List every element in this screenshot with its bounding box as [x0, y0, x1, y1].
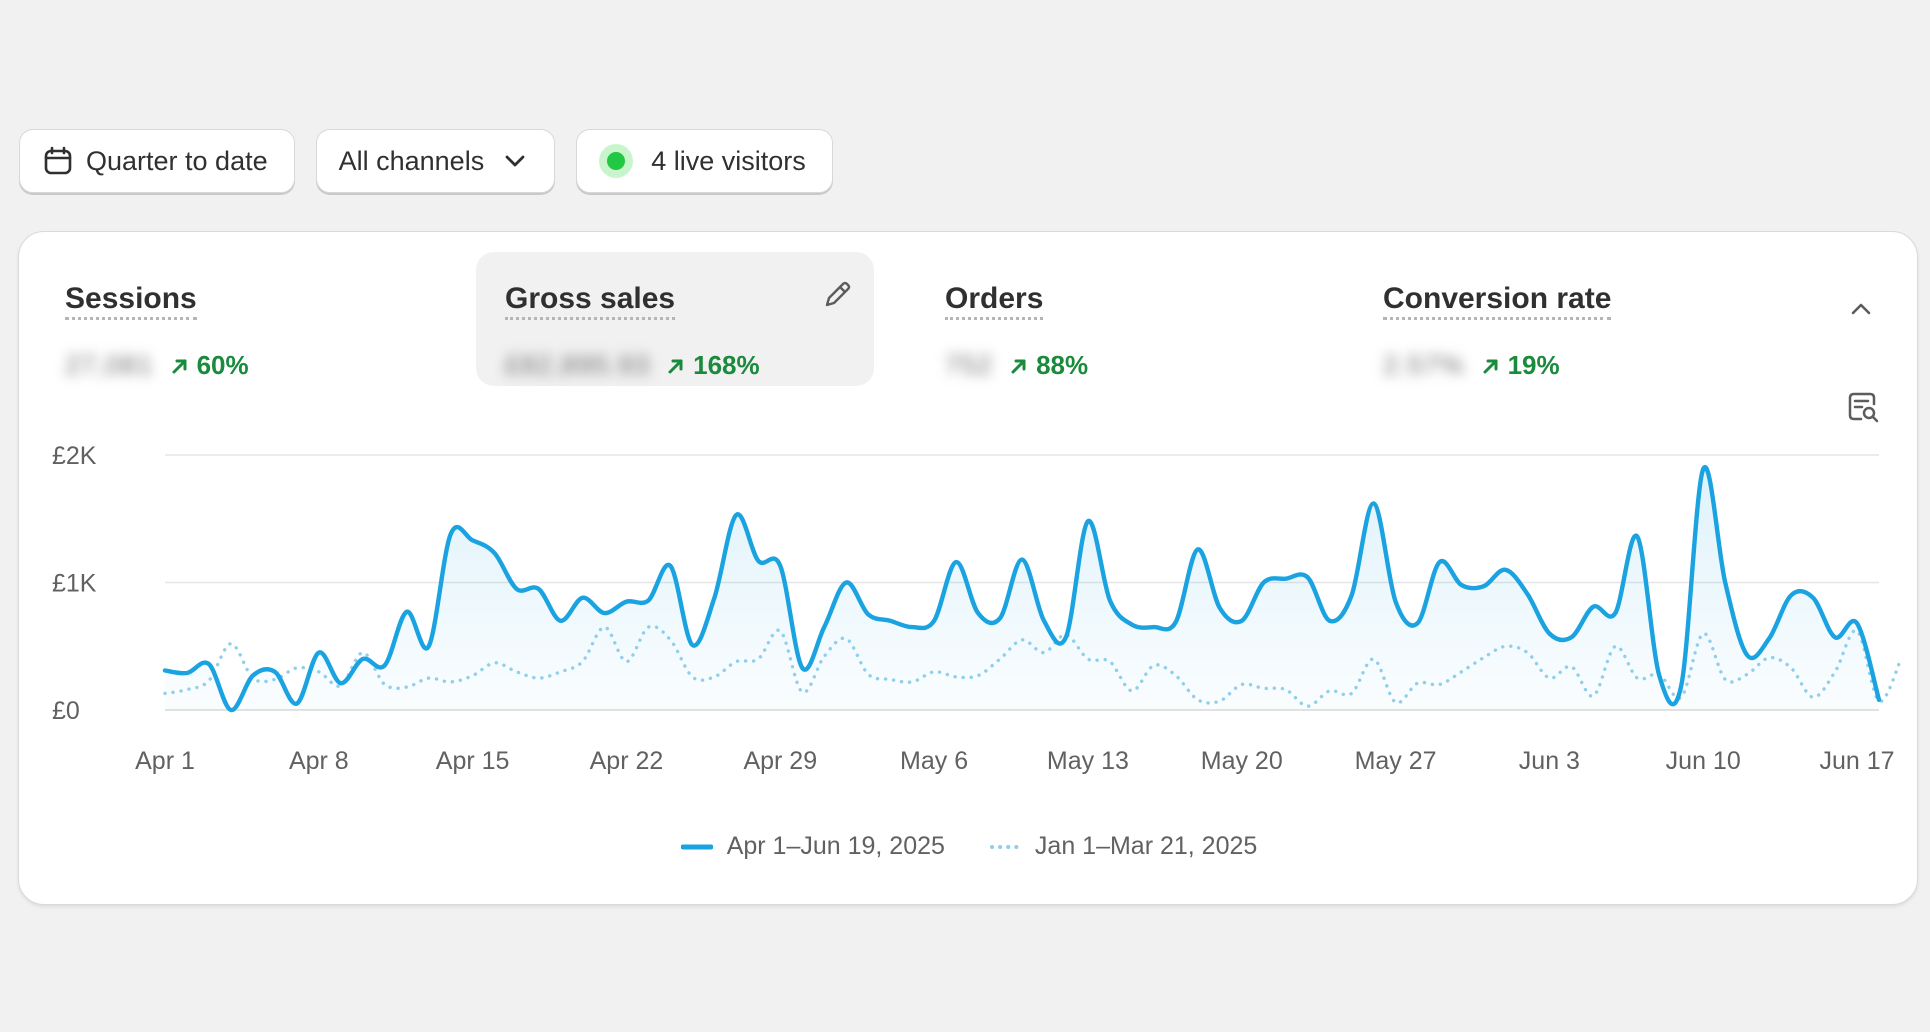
metric-change: 88%: [1009, 350, 1088, 381]
x-tick-label: Jun 10: [1666, 747, 1741, 775]
chevron-up-icon[interactable]: [1844, 292, 1878, 326]
legend-label: Jan 1–Mar 21, 2025: [1034, 832, 1258, 860]
metric-value: 752: [945, 350, 994, 380]
live-indicator-icon: [599, 144, 634, 178]
x-tick-label: May 6: [900, 747, 968, 775]
edit-pencil-icon[interactable]: [820, 278, 854, 312]
solid-line-swatch-icon: [680, 844, 713, 849]
x-tick-label: Apr 22: [590, 747, 664, 775]
x-tick-label: May 13: [1047, 747, 1129, 775]
channels-label: All channels: [338, 145, 485, 176]
x-tick-label: Apr 29: [743, 747, 817, 775]
x-tick-label: Jun 3: [1519, 747, 1580, 775]
legend-label: Apr 1–Jun 19, 2025: [726, 832, 945, 860]
metric-orders[interactable]: Orders 752 88%: [919, 252, 1319, 386]
metric-change: 19%: [1481, 350, 1560, 381]
current-series-line: [162, 464, 1882, 713]
calendar-icon: [44, 146, 72, 175]
channels-dropdown[interactable]: All channels: [315, 129, 556, 193]
date-range-label: Quarter to date: [86, 145, 268, 176]
live-visitors-label: 4 live visitors: [651, 145, 806, 176]
chart-legend: Apr 1–Jun 19, 2025 Jan 1–Mar 21, 2025: [19, 832, 1919, 861]
live-visitors-button[interactable]: 4 live visitors: [576, 129, 833, 193]
metric-label: Sessions: [65, 282, 197, 320]
metric-value: 27,081: [65, 350, 154, 380]
dotted-line-swatch-icon: [989, 844, 1021, 849]
metric-label: Conversion rate: [1383, 282, 1612, 320]
legend-item-comparison[interactable]: Jan 1–Mar 21, 2025: [989, 832, 1257, 861]
arrow-up-right-icon: [1011, 359, 1026, 373]
metric-change: 60%: [170, 350, 249, 381]
x-tick-label: May 27: [1355, 747, 1437, 775]
arrow-up-right-icon: [668, 359, 683, 373]
metric-conversion-rate[interactable]: Conversion rate 2.57% 19%: [1357, 252, 1777, 386]
metric-change: 168%: [666, 350, 760, 381]
y-tick-label: £0: [52, 697, 80, 725]
arrow-up-right-icon: [1483, 359, 1498, 373]
metric-value: 2.57%: [1383, 350, 1465, 380]
metric-label: Orders: [945, 282, 1044, 320]
gross-sales-chart: £0 £1K £2K Apr 1 Apr 8 Apr 15 Apr 22 Apr 29 May…: [52, 442, 1903, 775]
current-period-area: [165, 467, 1879, 711]
x-tick-label: May 20: [1201, 747, 1283, 775]
x-tick-label: Jun 17: [1819, 747, 1894, 775]
y-tick-label: £2K: [52, 442, 97, 470]
metric-value: £82,895.93: [505, 350, 651, 380]
legend-item-current[interactable]: Apr 1–Jun 19, 2025: [680, 832, 945, 861]
chevron-down-icon: [505, 155, 525, 167]
chart-insights-icon[interactable]: [1845, 389, 1881, 425]
comparison-series-line: [163, 624, 1903, 708]
metric-sessions[interactable]: Sessions 27,081 60%: [39, 252, 429, 386]
toolbar: Quarter to date All channels 4 live visi…: [19, 129, 833, 193]
metrics-chart-card: £0 £1K £2K Apr 1 Apr 8 Apr 15 Apr 22 Apr 29 May…: [18, 231, 1918, 905]
x-tick-label: Apr 8: [289, 747, 349, 775]
y-tick-label: £1K: [52, 570, 97, 598]
metric-label: Gross sales: [505, 282, 676, 320]
x-tick-label: Apr 1: [135, 747, 195, 775]
date-range-button[interactable]: Quarter to date: [19, 129, 295, 193]
arrow-up-right-icon: [172, 359, 187, 373]
x-tick-label: Apr 15: [436, 747, 510, 775]
metric-gross-sales[interactable]: Gross sales £82,895.93 168%: [476, 252, 874, 386]
